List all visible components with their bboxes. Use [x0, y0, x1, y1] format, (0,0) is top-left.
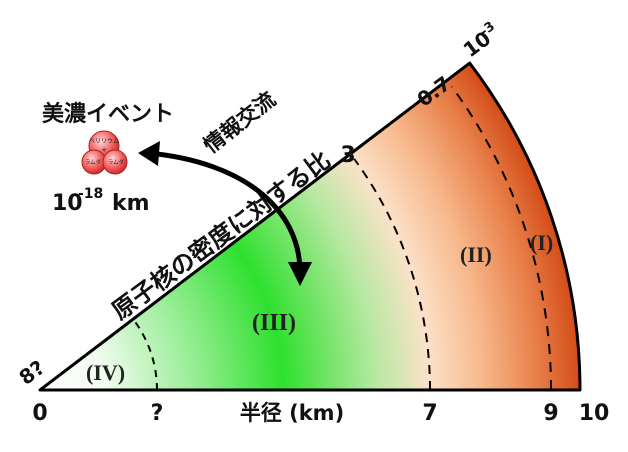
- info-flow-arrow: [145, 150, 303, 275]
- density-mark-surface-exp: -3: [477, 19, 498, 40]
- event-title: 美濃イベント: [42, 101, 174, 127]
- info-flow-arrowhead-down: [288, 262, 312, 286]
- density-mark-surface: 10 -3: [459, 19, 498, 62]
- radius-tick-7: 7: [422, 401, 437, 426]
- event-size-exp: -18: [78, 186, 103, 202]
- radius-axis-label: 半径 (km): [240, 401, 344, 425]
- boundary-arc-iv: [132, 318, 158, 391]
- particle-label-beryllium: ベリリウム: [89, 137, 119, 145]
- info-flow-label: 情報交流: [199, 87, 280, 158]
- hypernucleus-icon: ベリリウム + ラムダ ラムダ: [81, 130, 128, 175]
- particle-plus: +: [101, 146, 107, 154]
- particle-label-lambda-1: ラムダ: [85, 158, 102, 166]
- star-sector: [38, 61, 582, 392]
- radius-tick-unknown: ?: [151, 401, 164, 426]
- radius-tick-10: 10: [579, 401, 610, 426]
- boundary-arc-7: [353, 158, 431, 391]
- region-label-iv: (IV): [86, 360, 125, 385]
- radius-tick-9: 9: [543, 401, 558, 426]
- event-size-base: 10: [52, 191, 83, 216]
- density-mark-center: 8?: [14, 355, 49, 389]
- info-flow-arrowhead-left: [138, 141, 160, 166]
- region-label-iii: (III): [252, 310, 296, 336]
- density-mark-3: 3: [340, 143, 355, 168]
- boundary-arc-9: [450, 86, 553, 391]
- event-size-unit: km: [112, 191, 150, 216]
- event-size: 10 -18 km: [52, 186, 150, 216]
- radius-tick-0: 0: [32, 401, 47, 426]
- particle-label-lambda-2: ラムダ: [108, 158, 125, 166]
- region-label-i: (I): [530, 230, 553, 255]
- region-label-ii: (II): [460, 242, 492, 267]
